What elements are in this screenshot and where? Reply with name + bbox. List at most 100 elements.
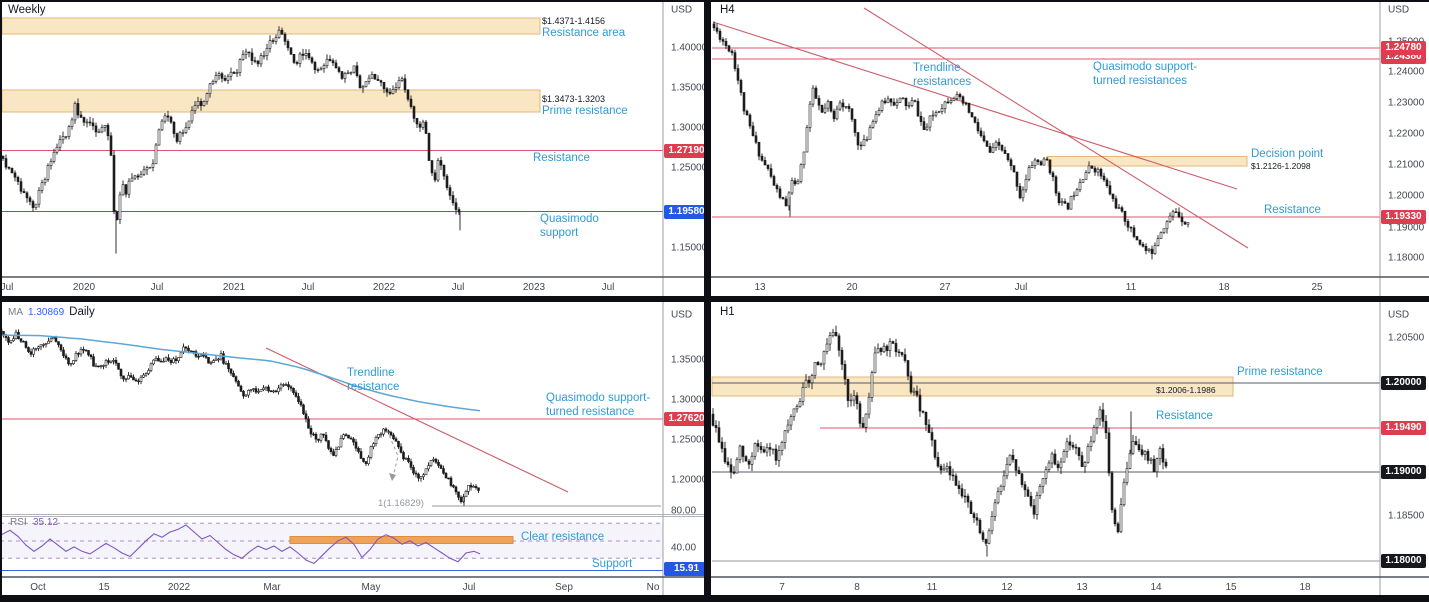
price-tag[interactable]: 1.27190 bbox=[664, 143, 709, 158]
trendline-resistance-2[interactable] bbox=[863, 7, 1249, 249]
price-tag[interactable]: 15.91 bbox=[664, 562, 709, 576]
x-tick-label: Jul bbox=[1014, 282, 1028, 293]
rsi-clear-resistance-label: Clear resistance bbox=[521, 531, 605, 543]
y-axis-label: USD bbox=[1388, 309, 1410, 321]
y-axis-label: 1.22000 bbox=[1388, 128, 1425, 140]
rsi-line[interactable] bbox=[0, 524, 481, 565]
x-tick-label: 7 bbox=[779, 582, 785, 593]
trendline-resistance[interactable] bbox=[265, 347, 569, 493]
y-axis-label: 1.20000 bbox=[671, 474, 708, 486]
x-tick-label: Jul bbox=[601, 282, 615, 293]
title-span: Daily bbox=[69, 306, 95, 318]
x-tick-label: 2020 bbox=[72, 282, 96, 293]
y-axis-label: 1.40000 bbox=[671, 42, 708, 54]
price-tag[interactable]: 1.19000 bbox=[1381, 465, 1426, 479]
y-axis-label: 1.30000 bbox=[671, 394, 708, 406]
x-tick-label: 15 bbox=[98, 582, 110, 593]
x-tick-label: Jul bbox=[301, 282, 315, 293]
x-tick-label: 13 bbox=[754, 282, 766, 293]
prime-resistance-zone[interactable] bbox=[711, 376, 1234, 397]
x-tick-label: Jul bbox=[0, 282, 14, 293]
x-tick-label: 20 bbox=[846, 282, 858, 293]
resistance-label: Resistance bbox=[533, 152, 590, 164]
y-axis-label: 1.25000 bbox=[671, 434, 708, 446]
x-tick-label: 25 bbox=[1311, 282, 1323, 293]
quasimodo-support-label: Quasimodo support bbox=[540, 213, 599, 239]
rsi-clear-resistance-zone[interactable] bbox=[289, 536, 514, 544]
decision-point-zone[interactable] bbox=[1047, 156, 1248, 167]
y-axis-label: 80.00 bbox=[671, 505, 697, 517]
x-tick-label: 18 bbox=[1299, 582, 1311, 593]
chart-panel-weekly bbox=[1, 2, 704, 296]
chart-panel-daily bbox=[0, 302, 710, 595]
x-tick-label: 14 bbox=[1150, 582, 1162, 593]
candles-weekly bbox=[1, 26, 461, 224]
decision-point-label: Decision point bbox=[1251, 148, 1324, 160]
x-tick-label: 2023 bbox=[522, 282, 546, 293]
title-span: H4 bbox=[720, 4, 735, 16]
price-tag[interactable]: 1.19330 bbox=[1381, 210, 1426, 224]
y-axis-label: USD bbox=[1388, 4, 1410, 16]
x-tick-label: 2022 bbox=[167, 582, 191, 593]
chart-panel-h1 bbox=[711, 302, 1429, 595]
trendline-resistances-label: Trendline resistances bbox=[913, 62, 972, 88]
y-axis-label: 1.23000 bbox=[1388, 97, 1425, 109]
title-span: Weekly bbox=[8, 4, 46, 16]
y-axis-label: 1.35000 bbox=[671, 354, 708, 366]
moving-average-line[interactable] bbox=[0, 334, 481, 412]
prime-resistance-label: Prime resistance bbox=[542, 105, 628, 117]
price-tag[interactable]: 1.18000 bbox=[1381, 554, 1426, 568]
prime-resistance-label: Prime resistance bbox=[1237, 366, 1323, 378]
y-axis-label: 1.20500 bbox=[1388, 332, 1425, 344]
x-tick-label: Jul bbox=[150, 282, 164, 293]
resistance-area-label: Resistance area bbox=[542, 27, 626, 39]
x-tick-label: 11 bbox=[1125, 282, 1137, 293]
decision-point-range: $1.2126-1.2098 bbox=[1251, 161, 1311, 171]
y-axis-label: 1.18000 bbox=[1388, 252, 1425, 264]
prime-resistance-range: $1.2006-1.1986 bbox=[1156, 385, 1216, 395]
trendline-resistance-1[interactable] bbox=[712, 21, 1238, 190]
projection-arrow[interactable] bbox=[386, 429, 399, 478]
x-tick-label: 2021 bbox=[222, 282, 246, 293]
x-tick-label: 27 bbox=[939, 282, 951, 293]
y-axis-label: USD bbox=[671, 309, 693, 321]
chart-title-h4: H4 bbox=[720, 4, 735, 16]
fib-projection-label: 1(1.16829) bbox=[378, 498, 424, 509]
rsi-indicator-label: RSI bbox=[10, 517, 27, 528]
arrowhead bbox=[389, 473, 396, 481]
resistance-area-zone[interactable] bbox=[1, 17, 541, 35]
chart-title-h1: H1 bbox=[720, 306, 735, 318]
y-axis-label: 1.18500 bbox=[1388, 510, 1425, 522]
price-tag[interactable]: 1.19580 bbox=[664, 204, 709, 219]
x-tick-label: Jul bbox=[451, 282, 465, 293]
x-tick-label: Oct bbox=[30, 582, 46, 593]
rsi-support-label: Support bbox=[592, 558, 633, 570]
window-bottom-border bbox=[0, 595, 1429, 602]
title-span: MA bbox=[8, 307, 23, 318]
quasimodo-label: Quasimodo support- turned resistance bbox=[546, 392, 651, 418]
prime-resistance-zone[interactable] bbox=[1, 89, 541, 113]
price-tag[interactable]: 1.27620 bbox=[664, 412, 709, 426]
y-axis-label: 1.35000 bbox=[671, 82, 708, 94]
x-tick-label: 12 bbox=[1001, 582, 1013, 593]
x-tick-label: 18 bbox=[1218, 282, 1230, 293]
panel-divider-horizontal[interactable] bbox=[0, 296, 1429, 302]
x-tick-label: May bbox=[361, 582, 381, 593]
price-tag[interactable]: 1.20000 bbox=[1381, 376, 1426, 390]
quasimodo-label: Quasimodo support- turned resistances bbox=[1093, 61, 1198, 87]
candles-h4 bbox=[712, 21, 1190, 256]
price-tag[interactable]: 1.24780 bbox=[1381, 41, 1426, 55]
price-tag[interactable]: 1.19490 bbox=[1381, 421, 1426, 435]
resistance-label: Resistance bbox=[1264, 204, 1321, 216]
y-axis-label: 1.21000 bbox=[1388, 159, 1425, 171]
x-tick-label: Mar bbox=[263, 582, 281, 593]
chart-panel-h4 bbox=[711, 2, 1429, 296]
x-tick-label: Sep bbox=[555, 582, 573, 593]
y-axis-label: 40.00 bbox=[671, 542, 697, 554]
chart-title-weekly: Weekly bbox=[8, 4, 46, 16]
y-axis-label: 1.15000 bbox=[671, 242, 708, 254]
candles-daily bbox=[0, 326, 480, 504]
x-tick-label: 13 bbox=[1076, 582, 1088, 593]
